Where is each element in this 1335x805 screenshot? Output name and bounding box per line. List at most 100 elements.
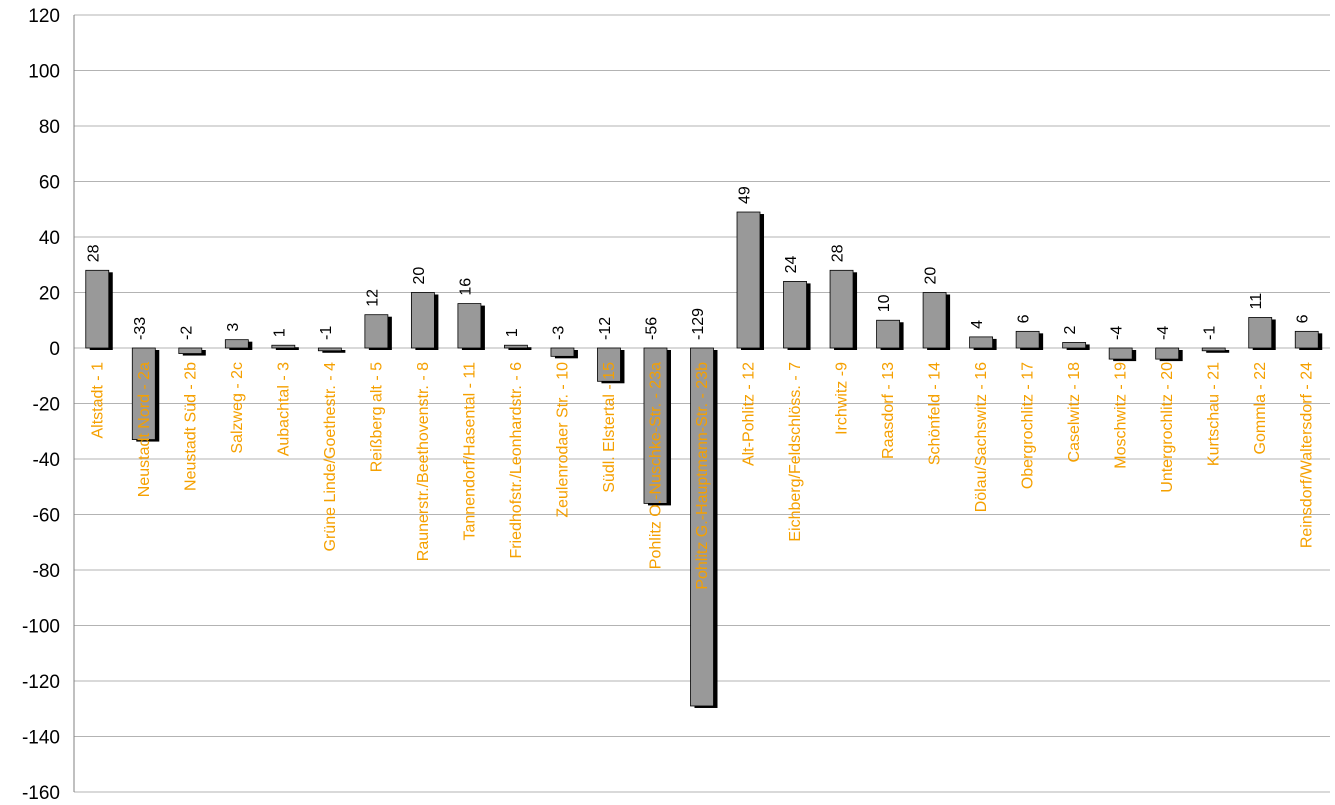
bar [85, 269, 110, 349]
category-label: Südl. Elstertal - 15 [601, 362, 618, 493]
bar [876, 319, 900, 349]
bar-shadow [1206, 350, 1230, 353]
y-tick-label: -20 [33, 395, 60, 416]
category-label: Pohlitz O.-Nuschke-Str. - 23a [647, 362, 664, 569]
value-label: 3 [225, 323, 242, 332]
y-tick-label: 60 [39, 173, 60, 194]
bar [1015, 330, 1040, 349]
value-label: -2 [178, 326, 195, 340]
y-tick-label: -140 [22, 728, 60, 749]
bar [643, 347, 668, 504]
bar [131, 347, 156, 440]
category-label: Irchwitz -9 [834, 362, 851, 435]
bar [690, 347, 714, 707]
category-label: Reißberg alt - 5 [368, 362, 385, 472]
category-labels: Altstadt - 1 Neustadt Nord - 2a Neustadt S… [89, 362, 1315, 590]
category-label: Aubachtal - 3 [275, 362, 292, 456]
value-label: -1 [1202, 326, 1219, 340]
category-label: Eichberg/Feldschlöss. - 7 [787, 362, 804, 542]
category-label: Friedhofstr./Leonhardstr. - 6 [508, 362, 525, 559]
value-label: -4 [1155, 326, 1172, 340]
category-label: Moschwitz - 19 [1113, 362, 1130, 469]
category-label: Schönfeld - 14 [927, 362, 944, 465]
value-label: -4 [1109, 326, 1126, 340]
value-label: 20 [923, 267, 940, 285]
category-label: Salzweg - 2c [229, 362, 246, 454]
value-label: 12 [364, 289, 381, 307]
bar [1062, 342, 1087, 349]
category-label: Untergrochlitz - 20 [1159, 362, 1176, 493]
bar [736, 211, 761, 349]
y-tick-label: 100 [28, 62, 60, 83]
value-label: 16 [457, 278, 474, 296]
y-tick-label: -160 [22, 783, 60, 804]
category-label: Pohlitz G.-Hauptmann-Str. - 23b [694, 362, 711, 590]
bar [969, 336, 994, 349]
bar [550, 347, 575, 357]
y-tick-label: -100 [22, 617, 60, 638]
category-label: Dölau/Sachswitz - 16 [973, 362, 990, 512]
bar [178, 347, 203, 354]
value-label: 1 [504, 328, 521, 337]
y-tick-label: 0 [49, 339, 60, 360]
bar [1294, 330, 1319, 349]
category-label: Reinsdorf/Waltersdorf - 24 [1299, 362, 1316, 548]
value-label: 6 [1016, 314, 1033, 323]
bar [1155, 347, 1180, 360]
category-label: Altstadt - 1 [89, 362, 106, 439]
bar [783, 280, 807, 349]
value-label: 4 [969, 320, 986, 329]
category-label: Grüne Linde/Goethestr. - 4 [322, 362, 339, 552]
bar [829, 269, 854, 349]
value-label: 11 [1248, 293, 1265, 310]
value-label: 49 [737, 186, 754, 204]
category-label: Caselwitz - 18 [1066, 362, 1083, 463]
value-label: 2 [1062, 325, 1079, 334]
bar [317, 347, 342, 352]
y-tick-label: -60 [33, 506, 60, 527]
category-label: Raunerstr./Beethovenstr. - 8 [415, 362, 432, 561]
value-label: 20 [411, 267, 428, 285]
y-axis-tick-labels: 120 100 80 60 40 20 0 -20 -40 -60 -80 -100 -120 -140 -… [22, 6, 60, 804]
bar [364, 314, 389, 349]
y-tick-label: -40 [33, 450, 60, 471]
y-tick-label: -120 [22, 672, 60, 693]
bar-shadow [508, 347, 532, 350]
bars [85, 211, 1323, 708]
value-label: -12 [597, 317, 614, 340]
y-tick-label: 80 [39, 117, 60, 138]
y-tick-label: 120 [28, 6, 60, 27]
value-label: 24 [783, 256, 800, 274]
category-label: Obergrochlitz - 17 [1020, 362, 1037, 489]
category-label: Gommla - 22 [1252, 362, 1269, 455]
bar [271, 344, 296, 349]
bar [224, 339, 249, 349]
value-label: -56 [643, 317, 660, 340]
category-label: Tannendorf/Hasental - 11 [461, 362, 478, 541]
value-label: 6 [1295, 314, 1312, 323]
bar-shadow [275, 347, 299, 350]
category-label: Zeulenrodaer Str. - 10 [554, 362, 571, 518]
bar-shadow [322, 350, 346, 353]
y-tick-label: 20 [39, 284, 60, 305]
category-label: Raasdorf - 13 [880, 362, 897, 459]
category-label: Neustadt Süd - 2b [182, 362, 199, 491]
value-label: 1 [271, 328, 288, 337]
category-label: Alt-Pohlitz - 12 [741, 362, 758, 466]
bar [410, 292, 435, 349]
value-label: -1 [318, 326, 335, 340]
bar [1248, 317, 1273, 349]
y-tick-label: -80 [33, 561, 60, 582]
value-label: 28 [85, 244, 102, 262]
category-label: Neustadt Nord - 2a [136, 362, 153, 497]
bar [1201, 347, 1226, 352]
y-tick-label: 40 [39, 228, 60, 249]
bar [597, 347, 621, 382]
value-label: -3 [550, 326, 567, 340]
bar [922, 292, 947, 349]
bar [457, 303, 482, 349]
bar [1108, 347, 1133, 360]
value-label: 28 [830, 244, 847, 262]
